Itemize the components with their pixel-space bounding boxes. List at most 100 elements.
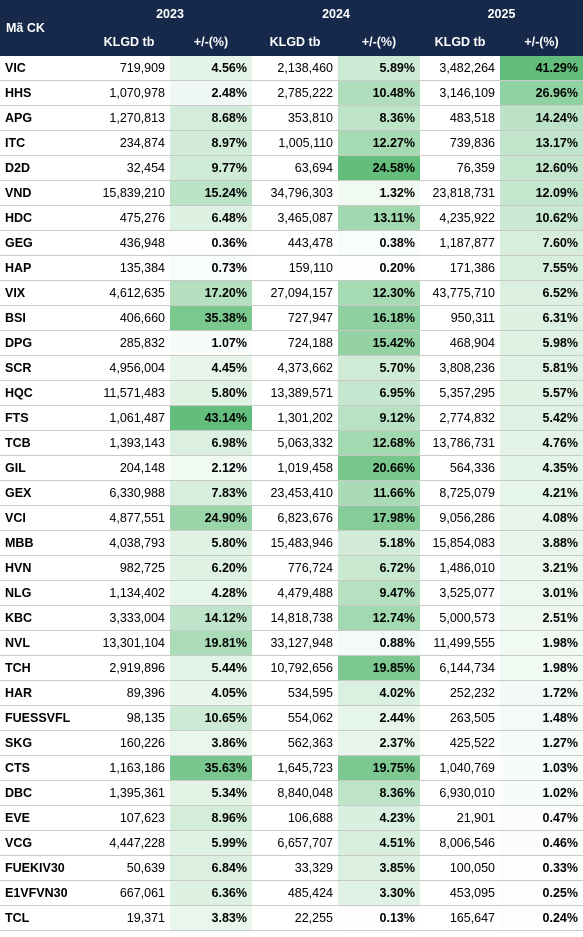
change-pct: 0.36% bbox=[170, 230, 252, 256]
change-pct: 0.25% bbox=[500, 880, 583, 906]
change-pct: 43.14% bbox=[170, 405, 252, 431]
change-pct: 5.34% bbox=[170, 780, 252, 806]
table-row: NLG 1,134,402 4.28% 4,479,488 9.47% 3,525,077… bbox=[0, 580, 583, 606]
change-pct: 17.20% bbox=[170, 280, 252, 306]
change-pct: 13.17% bbox=[500, 130, 583, 156]
column-header: KLGD tb bbox=[88, 28, 170, 56]
volume: 98,135 bbox=[88, 705, 170, 731]
volume: 1,187,877 bbox=[420, 230, 500, 256]
table-row: KBC 3,333,004 14.12% 14,818,738 12.74% 5,000,… bbox=[0, 605, 583, 631]
volume: 727,947 bbox=[252, 305, 338, 331]
volume: 11,499,555 bbox=[420, 630, 500, 656]
year-header: 2023 bbox=[88, 0, 252, 28]
change-pct: 24.90% bbox=[170, 505, 252, 531]
change-pct: 1.48% bbox=[500, 705, 583, 731]
volume: 33,329 bbox=[252, 855, 338, 881]
ticker: SKG bbox=[0, 730, 88, 756]
change-pct: 0.47% bbox=[500, 805, 583, 831]
volume: 1,005,110 bbox=[252, 130, 338, 156]
change-pct: 10.62% bbox=[500, 205, 583, 231]
table-header: Mã CK 2023 2024 2025 KLGD tb +/-(%) KLGD tb +/-… bbox=[0, 0, 583, 56]
change-pct: 7.60% bbox=[500, 230, 583, 256]
change-pct: 3.21% bbox=[500, 555, 583, 581]
column-header: KLGD tb bbox=[252, 28, 338, 56]
year-header: 2025 bbox=[420, 0, 583, 28]
volume: 475,276 bbox=[88, 205, 170, 231]
table-row: DPG 285,832 1.07% 724,188 15.42% 468,904 5.98% bbox=[0, 330, 583, 356]
table-row: FTS 1,061,487 43.14% 1,301,202 9.12% 2,774,83… bbox=[0, 405, 583, 431]
table-row: FUESSVFL 98,135 10.65% 554,062 2.44% 263,505 1… bbox=[0, 705, 583, 731]
change-pct: 20.66% bbox=[338, 455, 420, 481]
change-pct: 3.86% bbox=[170, 730, 252, 756]
ticker: MBB bbox=[0, 530, 88, 556]
ticker: HAP bbox=[0, 255, 88, 281]
volume: 1,019,458 bbox=[252, 455, 338, 481]
volume: 8,840,048 bbox=[252, 780, 338, 806]
ticker: NVL bbox=[0, 630, 88, 656]
volume: 5,000,573 bbox=[420, 605, 500, 631]
table-body: VIC 719,909 4.56% 2,138,460 5.89% 3,482,264 41… bbox=[0, 56, 583, 931]
volume: 43,775,710 bbox=[420, 280, 500, 306]
volume: 719,909 bbox=[88, 56, 170, 81]
table-row: VIX 4,612,635 17.20% 27,094,157 12.30% 43,775… bbox=[0, 280, 583, 306]
table-row: SCR 4,956,004 4.45% 4,373,662 5.70% 3,808,236… bbox=[0, 355, 583, 381]
change-pct: 8.97% bbox=[170, 130, 252, 156]
code-header: Mã CK bbox=[0, 0, 88, 56]
volume: 5,357,295 bbox=[420, 380, 500, 406]
volume: 1,070,978 bbox=[88, 80, 170, 106]
change-pct: 15.24% bbox=[170, 180, 252, 206]
volume: 554,062 bbox=[252, 705, 338, 731]
table-row: HAR 89,396 4.05% 534,595 4.02% 252,232 1.72% bbox=[0, 680, 583, 706]
table-row: FUEKIV30 50,639 6.84% 33,329 3.85% 100,050 0.3… bbox=[0, 855, 583, 881]
change-pct: 1.02% bbox=[500, 780, 583, 806]
table-row: SKG 160,226 3.86% 562,363 2.37% 425,522 1.27% bbox=[0, 730, 583, 756]
change-pct: 8.96% bbox=[170, 805, 252, 831]
change-pct: 7.83% bbox=[170, 480, 252, 506]
volume: 285,832 bbox=[88, 330, 170, 356]
ticker: DPG bbox=[0, 330, 88, 356]
volume: 171,386 bbox=[420, 255, 500, 281]
volume: 564,336 bbox=[420, 455, 500, 481]
ticker: TCB bbox=[0, 430, 88, 456]
change-pct: 13.11% bbox=[338, 205, 420, 231]
table-row: DBC 1,395,361 5.34% 8,840,048 8.36% 6,930,010… bbox=[0, 780, 583, 806]
ticker: FUESSVFL bbox=[0, 705, 88, 731]
volume: 15,483,946 bbox=[252, 530, 338, 556]
volume: 1,040,769 bbox=[420, 755, 500, 781]
change-pct: 4.21% bbox=[500, 480, 583, 506]
volume: 8,725,079 bbox=[420, 480, 500, 506]
volume: 3,465,087 bbox=[252, 205, 338, 231]
change-pct: 6.84% bbox=[170, 855, 252, 881]
volume: 34,796,303 bbox=[252, 180, 338, 206]
change-pct: 14.12% bbox=[170, 605, 252, 631]
volume: 3,333,004 bbox=[88, 605, 170, 631]
volume: 89,396 bbox=[88, 680, 170, 706]
change-pct: 12.68% bbox=[338, 430, 420, 456]
ticker: HDC bbox=[0, 205, 88, 231]
change-pct: 14.24% bbox=[500, 105, 583, 131]
change-pct: 4.76% bbox=[500, 430, 583, 456]
volume: 32,454 bbox=[88, 155, 170, 181]
volume: 2,138,460 bbox=[252, 56, 338, 81]
volume: 8,006,546 bbox=[420, 830, 500, 856]
ticker: CTS bbox=[0, 755, 88, 781]
change-pct: 12.09% bbox=[500, 180, 583, 206]
change-pct: 24.58% bbox=[338, 155, 420, 181]
ticker: NLG bbox=[0, 580, 88, 606]
volume: 27,094,157 bbox=[252, 280, 338, 306]
volume: 1,486,010 bbox=[420, 555, 500, 581]
change-pct: 0.13% bbox=[338, 905, 420, 931]
ticker: HQC bbox=[0, 380, 88, 406]
ticker: VIX bbox=[0, 280, 88, 306]
volume: 2,919,896 bbox=[88, 655, 170, 681]
table-row: GIL 204,148 2.12% 1,019,458 20.66% 564,336 4.3… bbox=[0, 455, 583, 481]
ticker: GIL bbox=[0, 455, 88, 481]
change-pct: 2.12% bbox=[170, 455, 252, 481]
volume: 4,038,793 bbox=[88, 530, 170, 556]
change-pct: 2.44% bbox=[338, 705, 420, 731]
volume: 2,774,832 bbox=[420, 405, 500, 431]
table-row: TCB 1,393,143 6.98% 5,063,332 12.68% 13,786,7… bbox=[0, 430, 583, 456]
volume: 982,725 bbox=[88, 555, 170, 581]
change-pct: 6.31% bbox=[500, 305, 583, 331]
